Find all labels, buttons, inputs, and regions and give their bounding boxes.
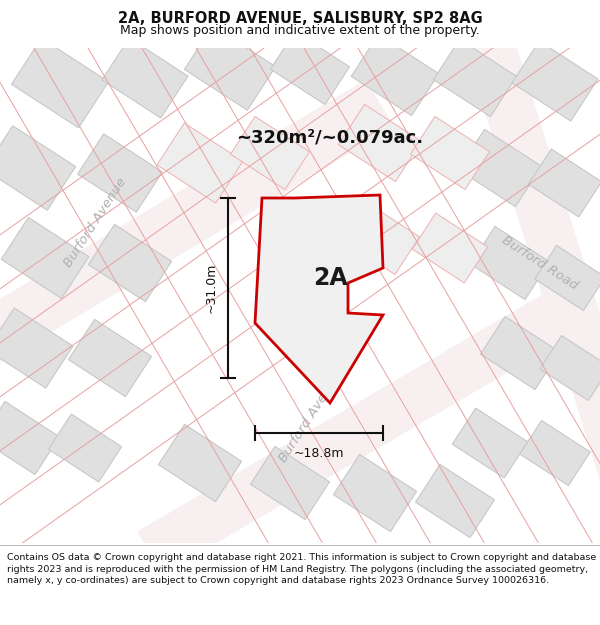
Polygon shape — [255, 195, 383, 403]
Polygon shape — [88, 224, 172, 302]
Polygon shape — [0, 401, 59, 474]
Polygon shape — [11, 38, 109, 128]
Text: Map shows position and indicative extent of the property.: Map shows position and indicative extent… — [120, 24, 480, 38]
Polygon shape — [77, 134, 163, 212]
Polygon shape — [512, 41, 598, 121]
Polygon shape — [540, 336, 600, 401]
Polygon shape — [334, 454, 416, 532]
Text: ~320m²/~0.079ac.: ~320m²/~0.079ac. — [236, 129, 424, 147]
Polygon shape — [529, 149, 600, 217]
Polygon shape — [520, 421, 590, 486]
Polygon shape — [1, 217, 89, 299]
Polygon shape — [481, 316, 560, 389]
Polygon shape — [250, 446, 329, 519]
Polygon shape — [158, 424, 242, 502]
Polygon shape — [458, 129, 542, 207]
Polygon shape — [68, 319, 152, 397]
Polygon shape — [340, 201, 419, 274]
Polygon shape — [410, 116, 490, 189]
Polygon shape — [470, 226, 550, 299]
Polygon shape — [137, 291, 572, 574]
Text: Burford Road: Burford Road — [500, 234, 580, 292]
Text: 2A: 2A — [313, 266, 347, 290]
Polygon shape — [415, 464, 494, 538]
Polygon shape — [452, 408, 528, 478]
Polygon shape — [456, 6, 600, 501]
Polygon shape — [433, 39, 517, 117]
Text: Burford Avenue: Burford Avenue — [61, 176, 129, 270]
Polygon shape — [535, 246, 600, 311]
Polygon shape — [351, 34, 439, 116]
Polygon shape — [230, 116, 310, 189]
Polygon shape — [102, 38, 188, 118]
Polygon shape — [0, 308, 73, 388]
Text: Burford Avenue: Burford Avenue — [276, 371, 344, 465]
Polygon shape — [49, 414, 122, 482]
Polygon shape — [338, 104, 422, 182]
Text: ~31.0m: ~31.0m — [205, 262, 218, 313]
Polygon shape — [271, 31, 350, 104]
Polygon shape — [412, 213, 488, 283]
Polygon shape — [0, 79, 394, 367]
Polygon shape — [184, 26, 275, 110]
Text: ~18.8m: ~18.8m — [294, 447, 344, 460]
Text: 2A, BURFORD AVENUE, SALISBURY, SP2 8AG: 2A, BURFORD AVENUE, SALISBURY, SP2 8AG — [118, 11, 482, 26]
Text: Contains OS data © Crown copyright and database right 2021. This information is : Contains OS data © Crown copyright and d… — [7, 553, 596, 586]
Polygon shape — [157, 123, 243, 203]
Polygon shape — [0, 126, 76, 210]
